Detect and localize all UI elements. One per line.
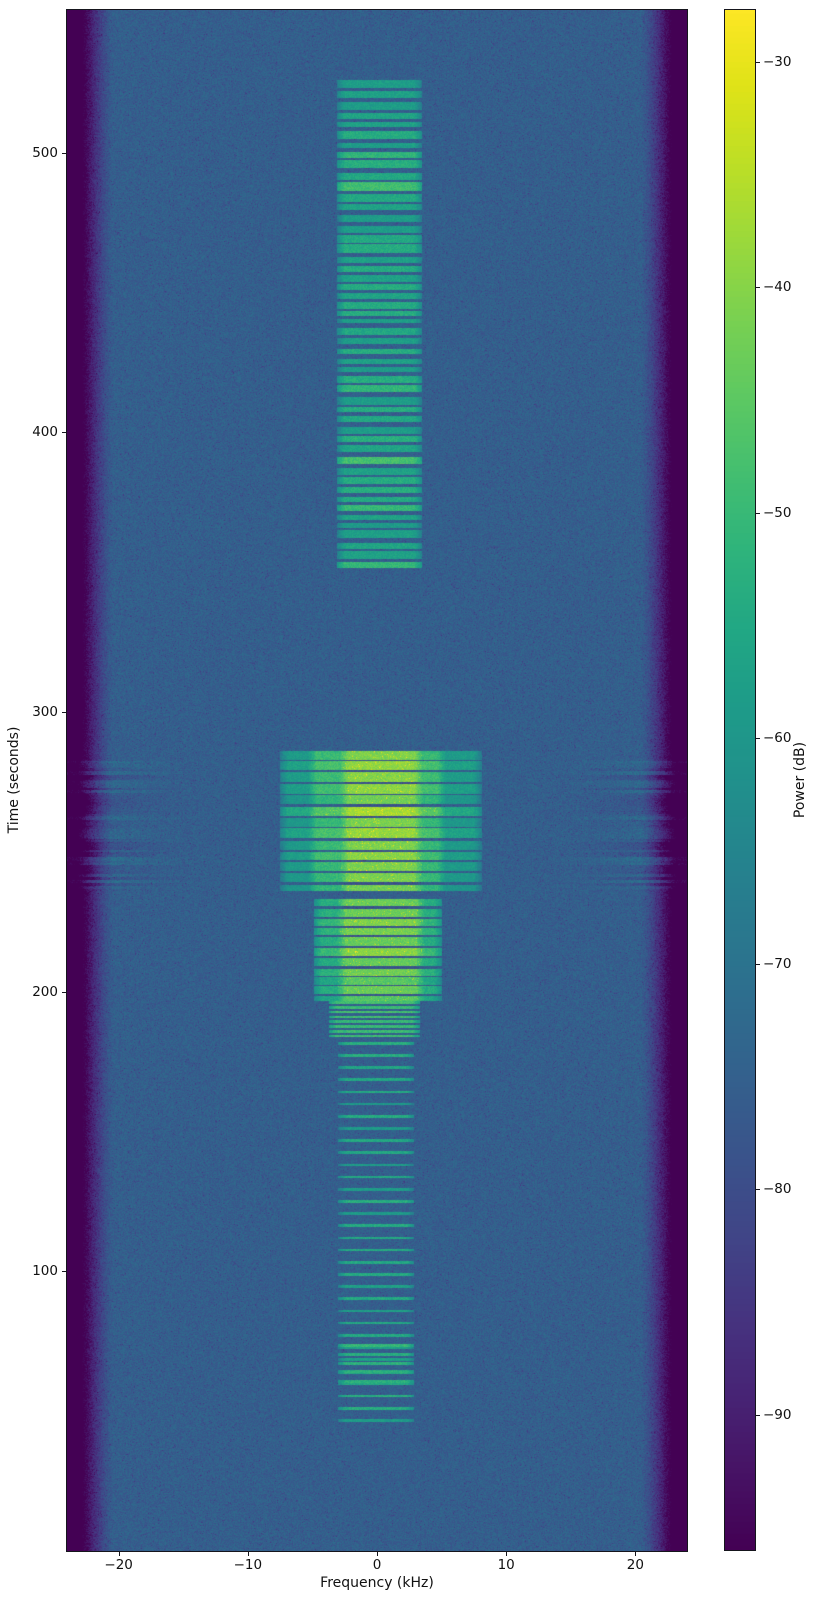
x-tick-mark <box>506 1552 508 1556</box>
colorbar-tick-label: −30 <box>763 53 792 70</box>
x-tick-label: −20 <box>104 1557 133 1573</box>
colorbar-tick-label: −70 <box>763 955 792 972</box>
colorbar-tick-mark <box>756 1189 760 1191</box>
colorbar-tick-label: −40 <box>763 279 792 296</box>
colorbar-tick-mark <box>756 61 760 63</box>
colorbar-tick-label: −60 <box>763 730 792 747</box>
x-tick-mark <box>377 1552 378 1556</box>
colorbar-label: Power (dB) <box>792 741 808 819</box>
colorbar-canvas <box>725 10 755 1550</box>
spectrogram-heatmap-canvas <box>67 10 687 1551</box>
colorbar-tick-mark <box>756 287 760 289</box>
colorbar-tick-mark <box>756 963 760 965</box>
x-axis-label: Frequency (kHz) <box>320 1575 434 1591</box>
x-tick-mark <box>247 1552 249 1556</box>
x-tick-mark <box>635 1552 637 1556</box>
colorbar-tick-label: −80 <box>763 1181 792 1198</box>
y-tick-label: 400 <box>32 424 58 441</box>
y-tick-label: 500 <box>32 144 58 161</box>
y-tick-label: 200 <box>32 983 58 1000</box>
y-tick-mark <box>62 711 66 713</box>
x-tick-label: 0 <box>372 1557 382 1573</box>
x-tick-label: −10 <box>233 1557 263 1573</box>
y-tick-label: 300 <box>32 703 58 720</box>
colorbar-tick-mark <box>756 738 760 740</box>
y-tick-mark <box>62 991 66 993</box>
y-axis-label: Time (seconds) <box>6 726 22 834</box>
y-tick-label: 100 <box>32 1263 58 1280</box>
y-tick-mark <box>62 432 66 434</box>
x-tick-mark <box>118 1552 120 1556</box>
colorbar-tick-mark <box>756 1414 760 1416</box>
colorbar-tick-label: −50 <box>763 504 792 521</box>
colorbar-tick-mark <box>756 512 760 514</box>
y-tick-mark <box>62 1271 66 1273</box>
x-tick-label: 20 <box>626 1557 644 1573</box>
x-tick-label: 10 <box>497 1557 515 1573</box>
colorbar-tick-label: −90 <box>763 1406 792 1423</box>
y-tick-mark <box>62 152 66 154</box>
